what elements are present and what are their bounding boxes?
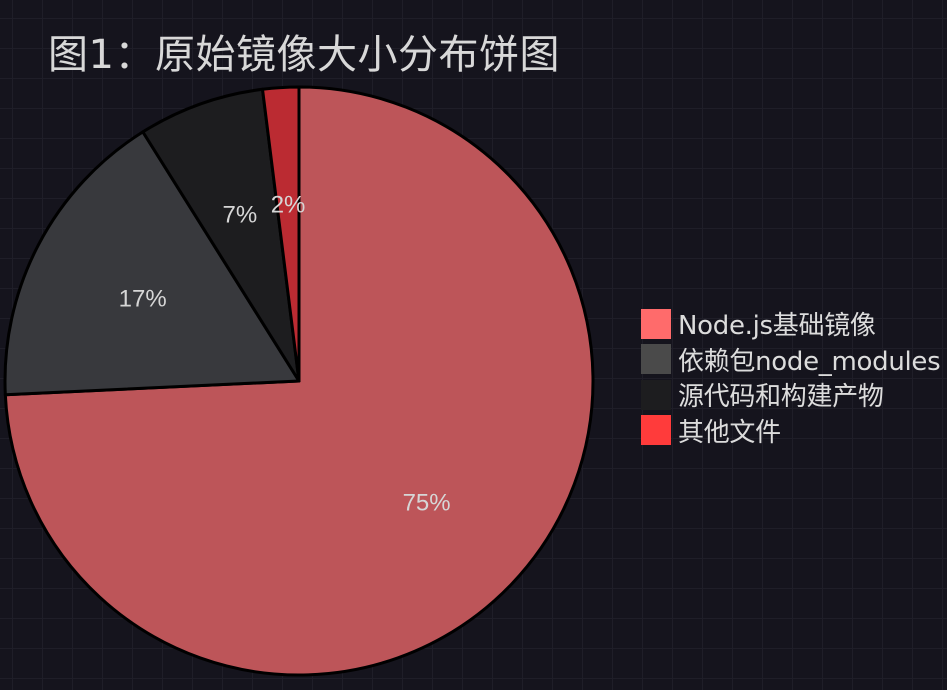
slice-percent-label-3: 7% [222,201,257,228]
legend-item-4: 其他文件 [641,413,940,449]
legend-label: Node.js基础镜像 [678,311,876,342]
legend-label: 依赖包node_modules [678,346,941,377]
legend-label: 源代码和构建产物 [678,382,884,413]
legend-swatch [641,415,671,446]
legend-swatch [641,308,671,339]
pie-slice-2 [3,130,301,397]
legend: Node.js基础镜像依赖包node_modules 源代码和构建产物 其他文件 [641,306,941,449]
legend-item-3: 源代码和构建产物 [641,377,940,413]
slice-percent-label-1: 75% [403,489,451,516]
slice-percent-label-4: 2% [271,191,306,218]
chart-title: 图1：原始镜像大小分布饼图 [48,32,560,78]
legend-swatch [641,344,671,375]
legend-swatch [641,379,671,410]
legend-item-1: Node.js基础镜像 [641,306,940,342]
slice-percent-label-2: 17% [119,286,167,313]
legend-item-2: 依赖包node_modules [641,342,941,378]
legend-label: 其他文件 [678,417,781,448]
pie-slice-4 [261,85,301,383]
pie-slice-3 [141,87,301,383]
